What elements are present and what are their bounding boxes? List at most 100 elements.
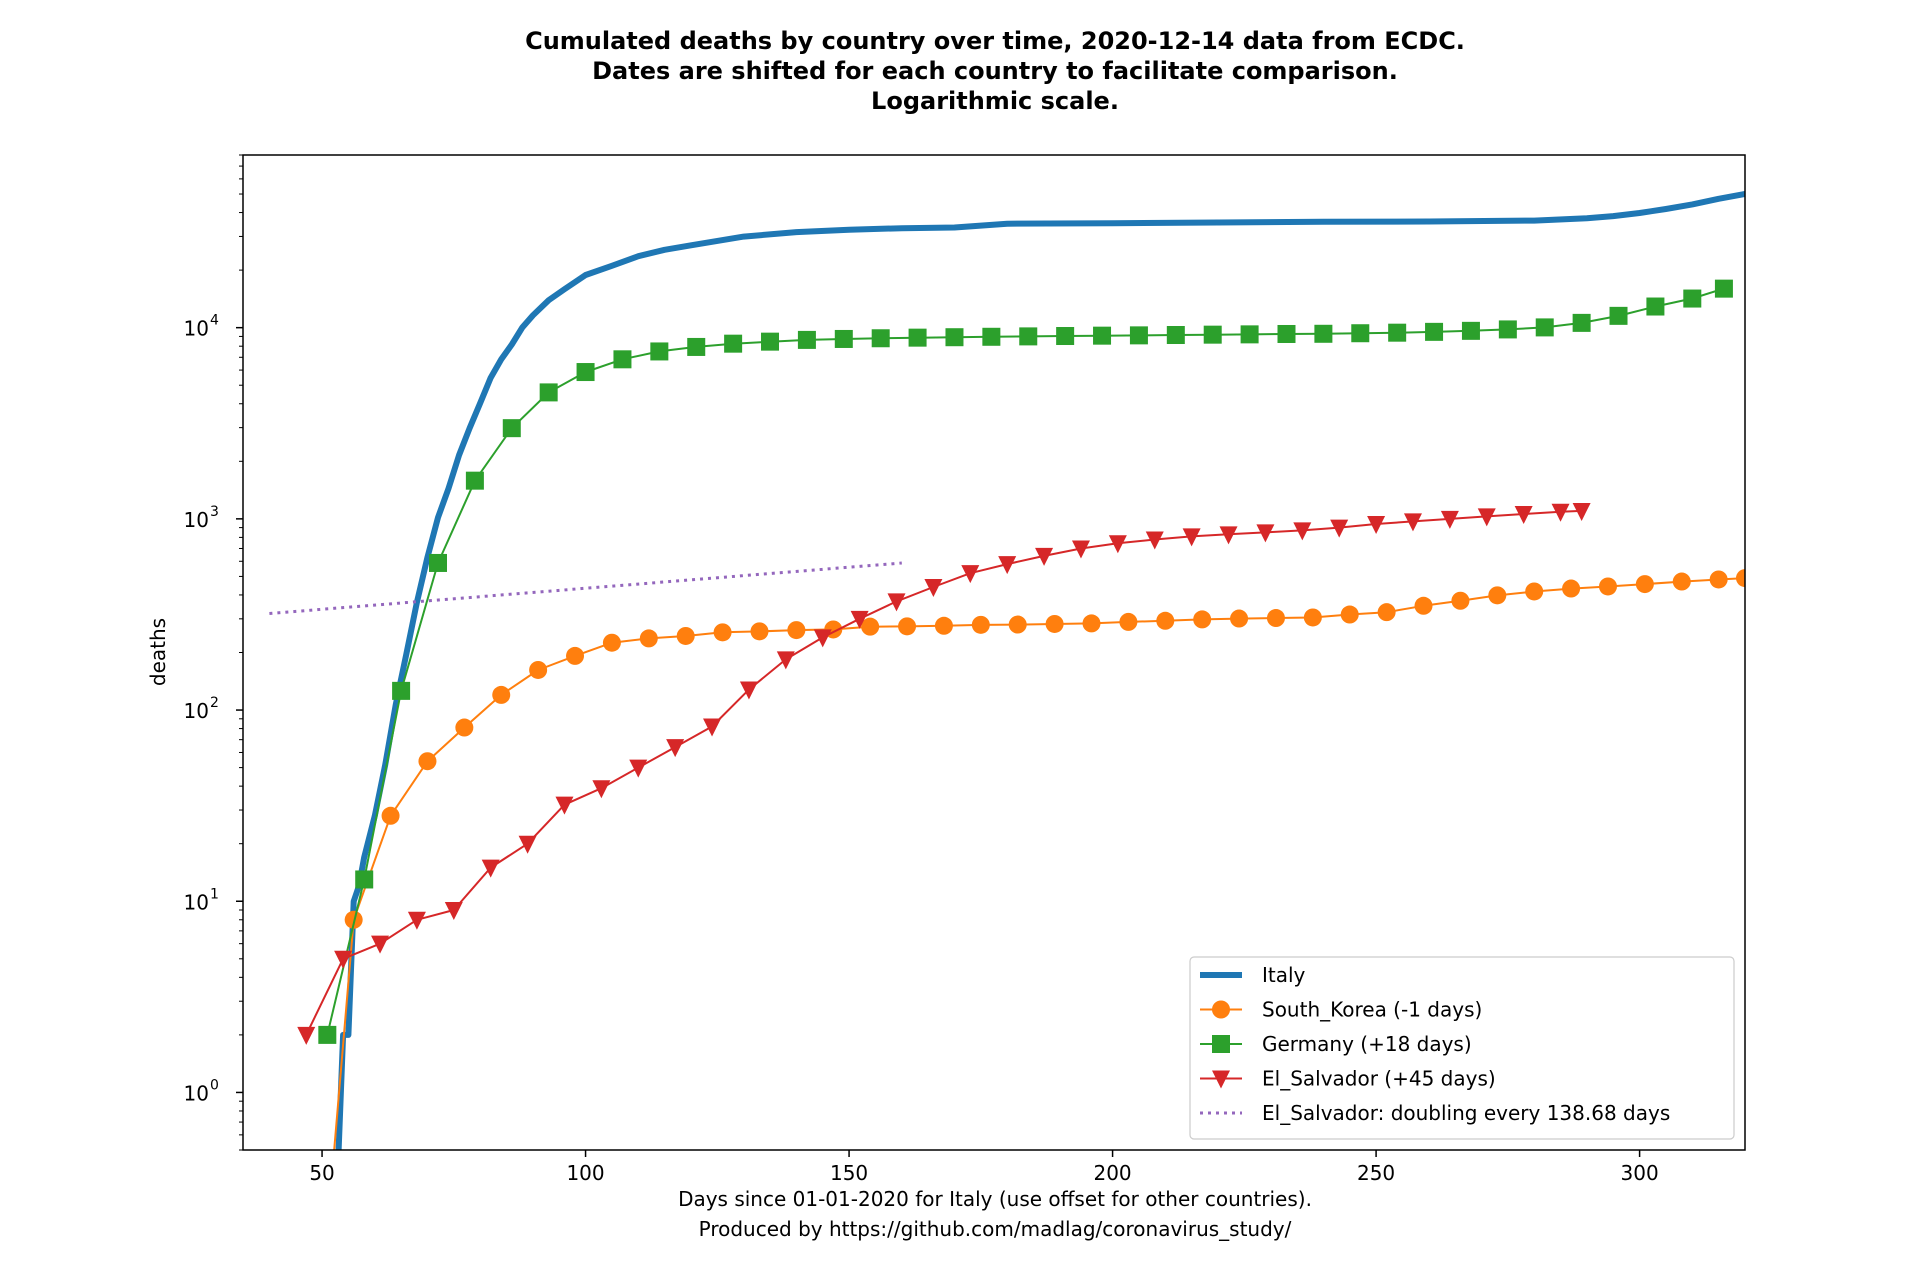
series-2-point (1351, 324, 1370, 343)
series-2-point (945, 328, 964, 347)
series-3-point (1551, 503, 1570, 522)
series-3-point (1071, 540, 1090, 559)
series-layer (269, 191, 1745, 1150)
series-2-point (650, 342, 669, 361)
series-1-point (787, 621, 806, 640)
series-1-point (1266, 609, 1285, 628)
y-tick-exponent: 1 (210, 886, 219, 902)
series-1-point (1119, 612, 1138, 631)
legend-item: South_Korea (-1 days) (1200, 998, 1482, 1022)
series-3-point (1108, 535, 1127, 554)
series-1-point (1709, 570, 1728, 589)
series-1-point (492, 685, 511, 704)
series-3-point (1219, 526, 1238, 545)
series-3-point (1330, 519, 1349, 538)
title-line-3: Logarithmic scale. (871, 87, 1119, 115)
series-2-point (1166, 326, 1185, 345)
series-1-point (1377, 603, 1396, 622)
series-2-point (1203, 325, 1222, 344)
series-2-point (539, 383, 558, 402)
series-4 (269, 561, 902, 615)
x-tick-label: 250 (1357, 1161, 1395, 1185)
series-3-point (1403, 513, 1422, 532)
series-0 (335, 191, 1745, 1150)
series-2-point (1388, 323, 1407, 342)
series-2-point (761, 332, 780, 351)
series-3-point (850, 610, 869, 629)
series-1-point (1045, 614, 1064, 633)
series-3-point (1293, 522, 1312, 541)
series-3-point (334, 950, 353, 969)
series-2-point (1714, 279, 1733, 298)
series-2-point (724, 334, 743, 353)
series-2-point (1425, 322, 1444, 341)
series-3-point (1145, 531, 1164, 550)
series-1-point (971, 615, 990, 634)
series-2-point (428, 553, 447, 572)
legend-item: Germany (+18 days) (1200, 1032, 1472, 1056)
series-3-point (739, 681, 758, 700)
series-3-point (666, 739, 685, 758)
series-1-point (1193, 610, 1212, 629)
series-1-point (898, 617, 917, 636)
series-3-point (1367, 515, 1386, 534)
legend-label: South_Korea (-1 days) (1262, 998, 1482, 1022)
series-2 (318, 279, 1733, 1044)
series-3-point (518, 835, 537, 854)
series-1-point (1303, 608, 1322, 627)
series-1-point (750, 622, 769, 641)
legend-item: El_Salvador (+45 days) (1200, 1067, 1496, 1091)
title-line-2: Dates are shifted for each country to fa… (592, 57, 1398, 85)
series-1-point (1736, 569, 1745, 588)
series-3-point (629, 759, 648, 778)
y-tick-label: 10 (184, 890, 209, 914)
series-2-point (1129, 326, 1148, 345)
legend-marker (1212, 1000, 1230, 1019)
series-2-point (908, 328, 927, 347)
series-1-point (1562, 579, 1581, 598)
series-1-point (1414, 596, 1433, 615)
series-1-point (455, 718, 474, 737)
series-2-point (502, 419, 521, 438)
series-2-point (1498, 320, 1517, 339)
series-1-point (639, 629, 658, 648)
y-tick-label: 10 (184, 317, 209, 341)
series-1-point (1451, 591, 1470, 610)
series-1-point (1156, 611, 1175, 630)
series-2-point (465, 471, 484, 490)
legend-box (1189, 956, 1735, 1140)
series-3-point (776, 651, 795, 670)
series-2-point (392, 681, 411, 700)
series-3-point (407, 911, 426, 930)
series-3-point (1477, 508, 1496, 527)
series-3-point (555, 796, 574, 815)
y-axis-label: deaths (146, 618, 170, 686)
series-2-point (1019, 327, 1038, 346)
series-line-1 (333, 577, 1745, 1150)
x-tick-label: 200 (1093, 1161, 1131, 1185)
series-3-point (444, 901, 463, 920)
x-axis: 50 100 150 200 250 300 (309, 1150, 1659, 1185)
series-1-point (1525, 582, 1544, 601)
series-1-point (676, 626, 695, 645)
title-line-1: Cumulated deaths by country over time, 2… (525, 27, 1465, 55)
y-tick-label: 10 (184, 699, 209, 723)
series-3-point (1035, 547, 1054, 566)
series-1-point (529, 660, 548, 679)
series-2-point (871, 329, 890, 348)
series-1-point (381, 806, 400, 825)
series-3-point (998, 556, 1017, 575)
series-1-point (1230, 609, 1249, 628)
legend: Italy South_Korea (-1 days) Germany (+18 d… (1189, 956, 1735, 1140)
series-1-point (861, 617, 880, 636)
series-1-point (418, 752, 437, 771)
series-3-point (297, 1026, 316, 1045)
series-2-point (1056, 327, 1075, 346)
x-tick-label: 100 (566, 1161, 604, 1185)
chart-title: Cumulated deaths by country over time, 2… (525, 27, 1465, 115)
x-axis-label-line-1: Days since 01-01-2020 for Italy (use off… (678, 1187, 1312, 1211)
series-1-point (934, 616, 953, 635)
series-2-point (1683, 289, 1702, 308)
series-1-point (1635, 575, 1654, 594)
